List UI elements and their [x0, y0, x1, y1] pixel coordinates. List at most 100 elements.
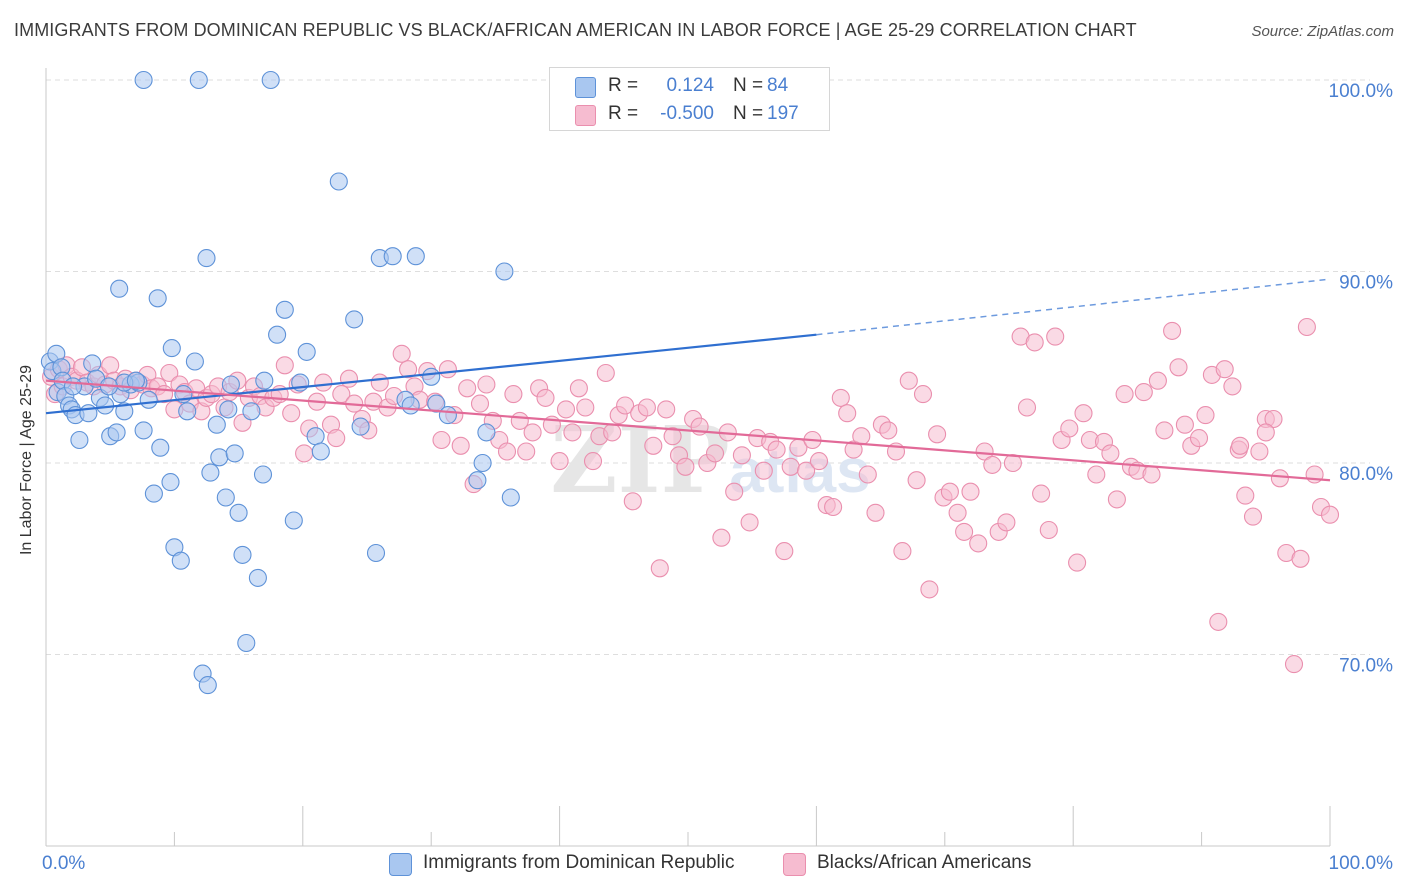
y-tick-label: 100.0% [1329, 81, 1394, 102]
pink-point [1060, 419, 1079, 438]
axis-layer [45, 68, 1331, 847]
pink-point [1196, 406, 1215, 425]
pink-point [314, 373, 333, 392]
legend-swatch-pink [575, 105, 596, 126]
blue-point [351, 417, 370, 436]
blue-point [284, 511, 303, 530]
pink-point [650, 559, 669, 578]
pink-point [852, 427, 871, 446]
pink-point [663, 427, 682, 446]
blue-point [219, 400, 238, 419]
blue-point [178, 402, 197, 421]
pink-point [1236, 486, 1255, 505]
y-tick-label: 80.0% [1339, 464, 1393, 485]
pink-point [831, 388, 850, 407]
blue-point [185, 352, 204, 371]
pink-point [1320, 505, 1340, 524]
trend-line-immigrants [45, 333, 817, 415]
blue-point [255, 371, 274, 390]
blue-point [189, 70, 208, 90]
legend-r-value: 0.124 [666, 75, 714, 96]
pink-point [1032, 484, 1051, 503]
pink-point [1270, 469, 1289, 488]
legend-n-value: 84 [767, 75, 789, 96]
pink-point [576, 398, 595, 417]
trend-line-blacks [45, 379, 1331, 482]
pink-point [1003, 453, 1022, 473]
blue-point [329, 172, 348, 191]
pink-point [1155, 421, 1174, 440]
pink-point [920, 580, 939, 599]
blue-point [139, 390, 158, 409]
trend-layer [45, 278, 1331, 482]
pink-point [1231, 436, 1250, 455]
blue-point [229, 503, 248, 522]
pink-point [1189, 429, 1209, 448]
blue-point [306, 427, 325, 446]
y-tick-label: 90.0% [1339, 273, 1393, 294]
pink-point [101, 356, 120, 375]
pink-point [1291, 549, 1310, 568]
pink-point [1148, 371, 1167, 390]
pink-point [399, 360, 418, 379]
legend-label-immigrants: Immigrants from Dominican Republic [423, 852, 735, 873]
chart-title: IMMIGRANTS FROM DOMINICAN REPUBLIC VS BL… [14, 20, 1137, 40]
blue-point [171, 551, 190, 570]
pink-point [858, 465, 877, 484]
legend-n-label: N = [733, 75, 764, 96]
blue-point [221, 375, 240, 394]
blue-point [261, 70, 280, 90]
legend-r-value: -0.500 [660, 103, 714, 124]
pink-point [1243, 507, 1263, 526]
pink-point [517, 442, 536, 461]
pink-point [969, 534, 988, 553]
pink-point [569, 379, 588, 398]
pink-point [983, 455, 1002, 474]
blue-point [225, 444, 244, 463]
pink-point [1169, 358, 1188, 377]
pink-point [657, 400, 676, 419]
blue-point [501, 488, 520, 507]
pink-point [1046, 327, 1065, 346]
pink-point [295, 444, 314, 463]
pink-point [907, 471, 926, 490]
pink-point [275, 356, 294, 375]
blue-point [473, 453, 492, 473]
stats-legend: R = 0.124 N = 84 R = -0.500 N = 197 [549, 67, 830, 131]
pink-point [504, 385, 523, 404]
pink-point [160, 363, 179, 383]
blue-point [297, 342, 316, 361]
pink-point [712, 528, 731, 547]
blue-point [468, 471, 487, 490]
blue-point [401, 396, 420, 415]
pink-point [754, 461, 773, 480]
pink-point [775, 542, 794, 561]
pink-point [1163, 321, 1182, 340]
pink-point [438, 360, 457, 379]
blue-point [237, 633, 256, 653]
pink-point [1025, 333, 1044, 352]
pink-point [458, 379, 477, 398]
blue-point [210, 448, 229, 467]
blue-point [162, 339, 181, 358]
blue-point [198, 676, 217, 695]
blue-point [233, 545, 252, 564]
x-tick-label: 100.0% [1329, 853, 1394, 874]
pink-point [497, 442, 517, 461]
pink-point [1264, 409, 1283, 429]
pink-point [1284, 655, 1304, 674]
blue-point [242, 402, 261, 421]
pink-point [725, 482, 744, 501]
pink-point [838, 404, 857, 423]
pink-point [879, 421, 898, 440]
legend-row-blacks: R = -0.500 N = 197 [550, 100, 829, 130]
blue-point [253, 465, 273, 484]
pink-point [1087, 465, 1106, 484]
blue-point [207, 415, 226, 434]
pink-point [392, 344, 411, 363]
blue-point [216, 488, 235, 507]
legend-n-label: N = [733, 103, 764, 124]
pink-point [899, 371, 918, 390]
blue-point [70, 430, 89, 450]
